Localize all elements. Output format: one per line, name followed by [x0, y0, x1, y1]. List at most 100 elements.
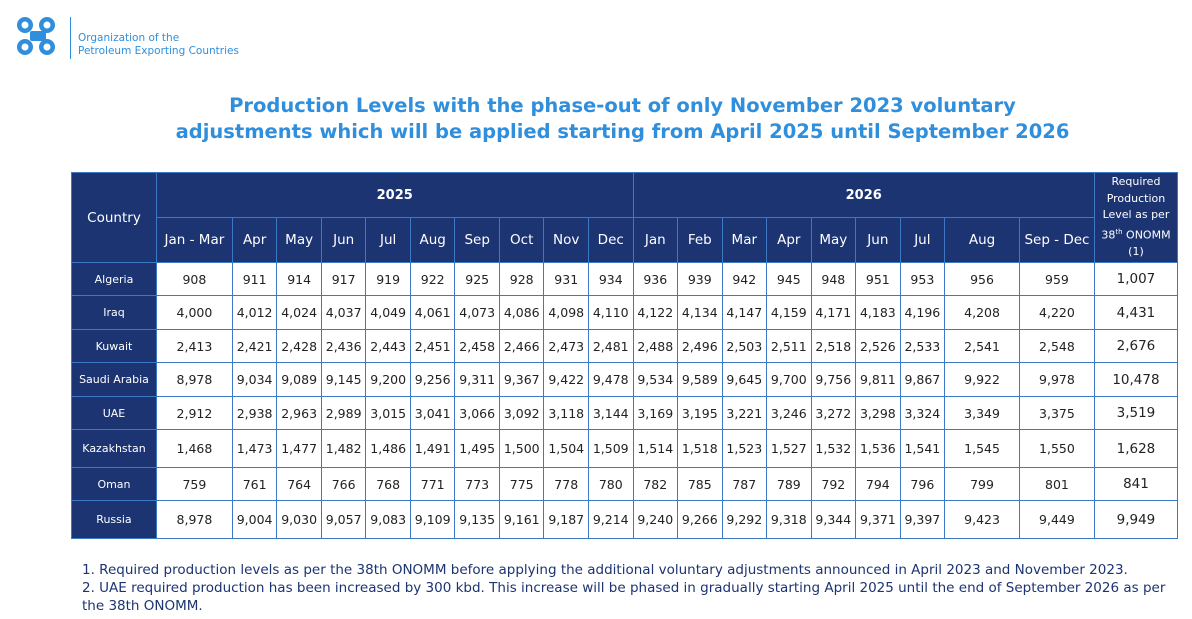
value-cell: 1,482: [320, 429, 367, 468]
value-cell: 956: [944, 261, 1020, 297]
value-cell: 2,428: [276, 328, 322, 364]
value-cell: 1,527: [766, 429, 812, 468]
country-cell: Algeria: [71, 261, 157, 297]
value-cell: 948: [810, 261, 857, 297]
month-header: Apr: [766, 217, 812, 263]
value-cell: 9,344: [810, 500, 857, 539]
table-row: Oman 759 761 764 766 768 771 773 775 778 780 782 785…: [71, 466, 1179, 502]
value-cell: 9,266: [677, 500, 723, 539]
value-cell: 2,436: [320, 328, 367, 364]
value-cell: 922: [409, 261, 456, 297]
value-cell: 9,449: [1018, 500, 1095, 539]
value-cell: 9,292: [721, 500, 768, 539]
value-cell: 1,473: [231, 429, 278, 468]
month-header: Jan - Mar: [155, 217, 233, 263]
value-cell: 778: [543, 466, 589, 502]
title-line2: adjustments which will be applied starti…: [175, 120, 1070, 143]
value-cell: 3,324: [899, 395, 946, 431]
opec-logo-icon: [17, 17, 55, 55]
value-cell: 2,451: [409, 328, 456, 364]
value-cell: 9,109: [409, 500, 456, 539]
value-cell: 4,159: [766, 295, 812, 330]
value-cell: 759: [155, 466, 233, 502]
value-cell: 945: [766, 261, 812, 297]
value-cell: 9,645: [721, 362, 768, 397]
value-cell: 4,073: [454, 295, 500, 330]
country-cell: Iraq: [71, 295, 157, 330]
footnotes: 1. Required production levels as per the…: [82, 561, 1172, 615]
value-cell: 1,495: [454, 429, 500, 468]
value-cell: 2,989: [320, 395, 367, 431]
required-level-cell: 1,628: [1093, 429, 1179, 468]
value-cell: 9,589: [677, 362, 723, 397]
value-cell: 8,978: [155, 500, 233, 539]
req-header-line1: Required: [1111, 175, 1161, 189]
value-cell: 2,912: [155, 395, 233, 431]
table-row: UAE 2,912 2,938 2,963 2,989 3,015 3,041 3,066 3,…: [71, 395, 1179, 431]
value-cell: 764: [276, 466, 322, 502]
value-cell: 768: [365, 466, 411, 502]
value-cell: 9,161: [498, 500, 545, 539]
month-header: Jul: [365, 217, 411, 263]
value-cell: 9,034: [231, 362, 278, 397]
organization-name: Organization of the Petroleum Exporting …: [78, 32, 239, 58]
value-cell: 1,536: [855, 429, 901, 468]
org-name-line2: Petroleum Exporting Countries: [78, 45, 239, 57]
value-cell: 3,092: [498, 395, 545, 431]
value-cell: 4,196: [899, 295, 946, 330]
value-cell: 2,526: [855, 328, 901, 364]
value-cell: 4,024: [276, 295, 322, 330]
value-cell: 799: [944, 466, 1020, 502]
value-cell: 761: [231, 466, 278, 502]
value-cell: 4,098: [543, 295, 589, 330]
value-cell: 2,481: [587, 328, 634, 364]
value-cell: 959: [1018, 261, 1095, 297]
country-cell: Russia: [71, 500, 157, 539]
value-cell: 9,367: [498, 362, 545, 397]
month-header: Dec: [587, 217, 634, 263]
value-cell: 775: [498, 466, 545, 502]
value-cell: 2,518: [810, 328, 857, 364]
country-cell: UAE: [71, 395, 157, 431]
table-row: Russia 8,978 9,004 9,030 9,057 9,083 9,109 9,13…: [71, 500, 1179, 539]
value-cell: 4,086: [498, 295, 545, 330]
org-name-line1: Organization of the: [78, 32, 180, 44]
value-cell: 1,514: [632, 429, 679, 468]
country-cell: Saudi Arabia: [71, 362, 157, 397]
value-cell: 9,478: [587, 362, 634, 397]
value-cell: 2,548: [1018, 328, 1095, 364]
value-cell: 4,000: [155, 295, 233, 330]
value-cell: 782: [632, 466, 679, 502]
country-cell: Kazakhstan: [71, 429, 157, 468]
required-level-cell: 1,007: [1093, 261, 1179, 297]
value-cell: 3,015: [365, 395, 411, 431]
value-cell: 9,030: [276, 500, 322, 539]
required-level-header: Required Production Level as per 38th ON…: [1093, 172, 1179, 263]
value-cell: 3,195: [677, 395, 723, 431]
month-header: Aug: [409, 217, 456, 263]
req-header-suffix: th: [1115, 227, 1123, 236]
title-line1: Production Levels with the phase-out of …: [229, 94, 1016, 117]
value-cell: 3,298: [855, 395, 901, 431]
value-cell: 785: [677, 466, 723, 502]
value-cell: 1,518: [677, 429, 723, 468]
value-cell: 1,541: [899, 429, 946, 468]
logo-divider: [70, 17, 71, 59]
value-cell: 9,214: [587, 500, 634, 539]
value-cell: 917: [320, 261, 367, 297]
value-cell: 914: [276, 261, 322, 297]
value-cell: 2,503: [721, 328, 768, 364]
value-cell: 9,867: [899, 362, 946, 397]
value-cell: 792: [810, 466, 857, 502]
footnote-2: 2. UAE required production has been incr…: [82, 580, 1166, 614]
value-cell: 4,183: [855, 295, 901, 330]
month-header: Oct: [498, 217, 545, 263]
value-cell: 1,532: [810, 429, 857, 468]
year-2026-header: 2026: [632, 172, 1095, 218]
value-cell: 766: [320, 466, 367, 502]
value-cell: 2,533: [899, 328, 946, 364]
value-cell: 911: [231, 261, 278, 297]
value-cell: 9,256: [409, 362, 456, 397]
footnote-1: 1. Required production levels as per the…: [82, 562, 1128, 578]
table-row: Algeria 908 911 914 917 919 922 925 928 931 934 936…: [71, 261, 1179, 297]
